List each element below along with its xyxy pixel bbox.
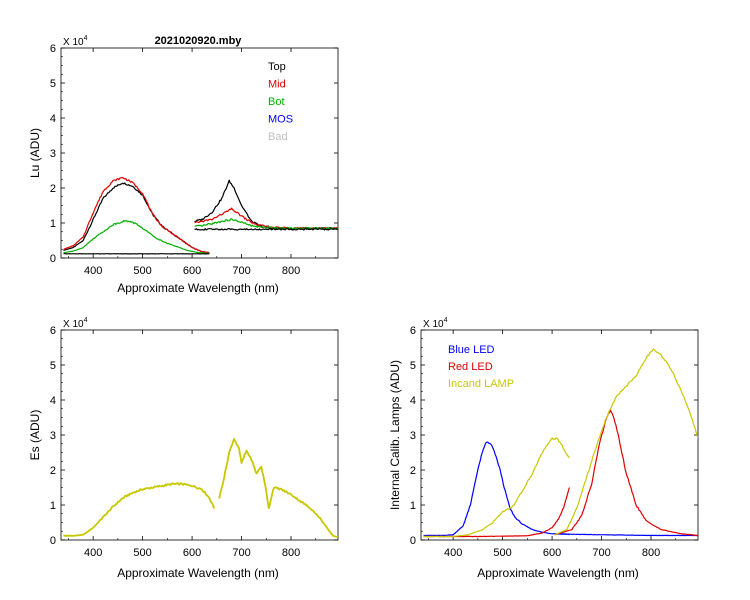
y-tick-label: 5 [50, 360, 56, 372]
x-tick-label: 600 [183, 547, 201, 559]
x-axis-label: Approximate Wavelength (nm) [117, 566, 279, 580]
plot-frame [60, 47, 339, 259]
y-tick-label: 0 [50, 253, 56, 265]
y-tick-label: 0 [410, 535, 416, 547]
series-line [554, 533, 698, 537]
y-tick-label: 5 [50, 78, 56, 90]
legend-label: Red LED [448, 361, 493, 373]
y-tick-label: 6 [410, 325, 416, 337]
series-line [63, 176, 210, 254]
x-tick-label: 600 [543, 547, 561, 559]
series-line [554, 409, 698, 537]
legend-label: MOS [268, 114, 293, 126]
chart-es: X 104 Es (ADU) Approximate Wavelength (n… [28, 317, 339, 580]
series-top [63, 179, 338, 254]
legend-label: Top [268, 61, 286, 73]
x-tick-label: 400 [84, 265, 102, 277]
y-axis-label: Internal Calib. Lamps (ADU) [388, 360, 402, 510]
series-line [63, 219, 210, 254]
series-red-led [423, 409, 698, 538]
y-tick-label: 4 [410, 395, 416, 407]
plot-frame [60, 329, 339, 541]
x-tick-label: 600 [183, 265, 201, 277]
series-line [63, 482, 216, 537]
x-tick-label: 800 [282, 547, 300, 559]
legend-label: Mid [268, 79, 286, 91]
y-tick-label: 6 [50, 325, 56, 337]
series-line [554, 348, 698, 536]
y-tick-label: 1 [410, 500, 416, 512]
series-line [423, 441, 570, 537]
y-tick-label: 2 [410, 465, 416, 477]
series-line [423, 487, 570, 538]
y-multiplier: X 104 [63, 317, 88, 330]
series-line [63, 182, 210, 254]
series-es [63, 437, 338, 539]
y-multiplier: X 104 [63, 35, 88, 48]
x-tick-label: 500 [133, 547, 151, 559]
series-line [194, 218, 338, 230]
y-axis-label: Lu (ADU) [28, 128, 42, 178]
series-mid [63, 176, 338, 254]
x-tick-label: 500 [493, 547, 511, 559]
x-axis-label: Approximate Wavelength (nm) [477, 566, 639, 580]
y-multiplier: X 104 [423, 317, 448, 330]
series-bot [63, 218, 338, 254]
x-tick-label: 500 [133, 265, 151, 277]
chart-title: 2021020920.mby [155, 35, 243, 47]
y-tick-label: 3 [50, 148, 56, 160]
y-tick-label: 1 [50, 500, 56, 512]
y-tick-label: 1 [50, 218, 56, 230]
y-tick-label: 0 [50, 535, 56, 547]
y-tick-label: 4 [50, 395, 56, 407]
series-line [194, 179, 338, 230]
x-tick-label: 400 [84, 547, 102, 559]
series-line [218, 437, 338, 539]
y-tick-label: 6 [50, 43, 56, 55]
y-tick-label: 2 [50, 465, 56, 477]
chart-lu: 2021020920.mby X 104 Lu (ADU) Approximat… [28, 35, 339, 295]
series-line [194, 228, 338, 231]
series-line [423, 437, 570, 538]
y-tick-label: 5 [410, 360, 416, 372]
legend-label: Bad [268, 131, 288, 143]
x-tick-label: 700 [232, 265, 250, 277]
legend-label: Blue LED [448, 344, 495, 356]
y-tick-label: 3 [410, 430, 416, 442]
x-tick-label: 800 [642, 547, 660, 559]
series-dark [63, 228, 338, 255]
x-axis-label: Approximate Wavelength (nm) [117, 281, 279, 295]
x-tick-label: 700 [232, 547, 250, 559]
x-tick-label: 800 [282, 265, 300, 277]
chart-calib-lamps: X 104 Internal Calib. Lamps (ADU) Approx… [388, 317, 699, 580]
series-incand-lamp [423, 348, 698, 538]
y-tick-label: 4 [50, 113, 56, 125]
series-line [194, 207, 338, 230]
x-tick-label: 700 [592, 547, 610, 559]
y-tick-label: 3 [50, 430, 56, 442]
legend-label: Incand LAMP [448, 378, 514, 390]
legend-label: Bot [268, 96, 285, 108]
y-tick-label: 2 [50, 183, 56, 195]
y-axis-label: Es (ADU) [28, 410, 42, 461]
series-blue-led [423, 441, 698, 537]
x-tick-label: 400 [444, 547, 462, 559]
